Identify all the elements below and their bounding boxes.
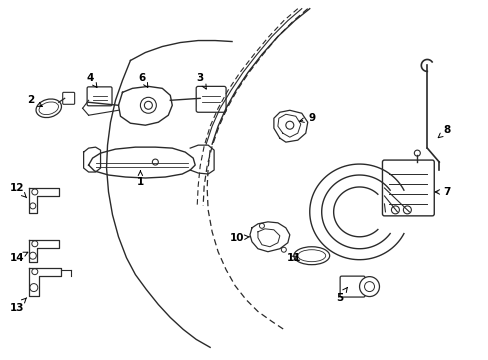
FancyBboxPatch shape	[87, 87, 112, 106]
Text: 5: 5	[335, 287, 347, 302]
FancyBboxPatch shape	[382, 160, 433, 216]
Text: 6: 6	[139, 73, 147, 87]
Text: 3: 3	[196, 73, 206, 89]
Ellipse shape	[297, 250, 325, 262]
Circle shape	[403, 206, 410, 214]
Text: 13: 13	[10, 298, 26, 312]
Text: 2: 2	[27, 95, 42, 107]
Circle shape	[32, 269, 38, 275]
Circle shape	[32, 241, 38, 247]
Text: 9: 9	[299, 113, 315, 123]
Circle shape	[359, 276, 379, 297]
Circle shape	[413, 150, 420, 156]
Circle shape	[30, 203, 36, 209]
Text: 8: 8	[437, 125, 450, 138]
FancyBboxPatch shape	[196, 92, 213, 107]
FancyBboxPatch shape	[196, 86, 225, 112]
Circle shape	[285, 121, 293, 129]
Circle shape	[144, 101, 152, 109]
Ellipse shape	[293, 247, 329, 265]
Circle shape	[152, 159, 158, 165]
Circle shape	[30, 284, 38, 292]
Circle shape	[259, 223, 264, 228]
Circle shape	[364, 282, 374, 292]
Circle shape	[390, 206, 399, 214]
FancyBboxPatch shape	[62, 92, 75, 104]
Text: 11: 11	[286, 253, 301, 263]
Text: 1: 1	[137, 171, 144, 187]
Text: 7: 7	[434, 187, 450, 197]
Text: 14: 14	[10, 252, 28, 263]
Ellipse shape	[39, 102, 59, 114]
Ellipse shape	[36, 99, 61, 118]
Text: 4: 4	[87, 73, 97, 87]
Text: 10: 10	[229, 233, 249, 243]
Text: 12: 12	[10, 183, 26, 198]
Circle shape	[281, 247, 286, 252]
Circle shape	[140, 97, 156, 113]
Circle shape	[32, 189, 38, 195]
FancyBboxPatch shape	[340, 276, 364, 297]
Circle shape	[29, 252, 36, 259]
